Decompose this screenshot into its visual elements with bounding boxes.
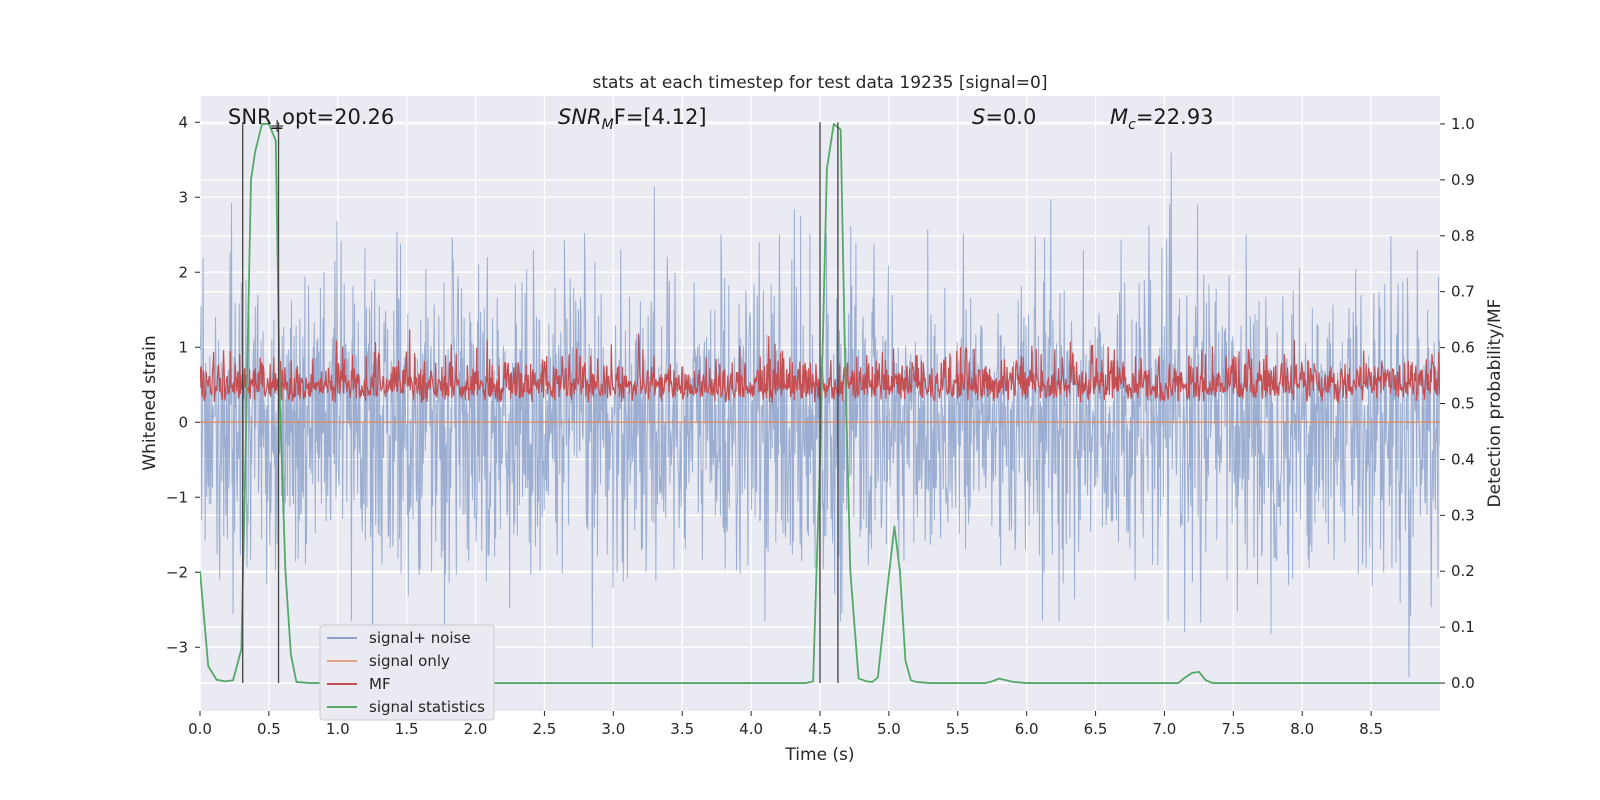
y-left-tick-label: −2	[166, 563, 188, 581]
y-right-tick-label: 0.2	[1451, 562, 1475, 580]
x-tick-label: 2.0	[464, 720, 488, 738]
y-left-tick-label: 3	[178, 188, 188, 206]
legend: signal+ noise signal only MF signal stat…	[319, 624, 495, 721]
x-tick-label: 7.0	[1153, 720, 1177, 738]
y-right-tick-label: 1.0	[1451, 115, 1475, 133]
annotation-snr-opt: SNR_opt=20.26	[228, 105, 394, 130]
y-left-tick-label: 0	[178, 413, 188, 431]
y-right-tick-label: 0.5	[1451, 395, 1475, 413]
x-tick-label: 3.5	[670, 720, 694, 738]
x-tick-label: 5.5	[946, 720, 970, 738]
y-right-tick-label: 0.7	[1451, 283, 1475, 301]
x-tick-label: 8.0	[1290, 720, 1314, 738]
x-tick-label: 1.5	[395, 720, 419, 738]
plus-marker-0	[271, 120, 284, 132]
y-right-tick-label: 0.4	[1451, 450, 1475, 468]
y-left-tick-label: 1	[178, 338, 188, 356]
y-right-tick-label: 0.3	[1451, 506, 1475, 524]
annotation-s: S=0.0	[972, 105, 1036, 129]
annotation-snr-mf: SNRMF=[4.12]	[558, 105, 707, 133]
legend-label-mf: MF	[369, 675, 391, 693]
x-tick-label: 6.5	[1084, 720, 1108, 738]
x-tick-label: 2.5	[533, 720, 557, 738]
series-signal-statistics	[200, 123, 1440, 684]
y-left-tick-label: −1	[166, 488, 188, 506]
legend-label-signal-statistics: signal statistics	[369, 698, 485, 716]
y-left-tick-label: −3	[166, 638, 188, 656]
x-tick-label: 4.5	[808, 720, 832, 738]
x-axis-label: Time (s)	[784, 745, 854, 765]
x-tick-label: 3.0	[601, 720, 625, 738]
x-tick-label: 0.0	[188, 720, 212, 738]
x-tick-label: 7.5	[1221, 720, 1245, 738]
y-right-tick-label: 0.1	[1451, 618, 1475, 636]
chart-title: stats at each timestep for test data 192…	[593, 73, 1048, 93]
y-left-axis-label: Whitened strain	[140, 335, 160, 470]
y-left-tick-label: 4	[178, 113, 188, 131]
annotation-mc: Mc=22.93	[1110, 105, 1214, 133]
x-tick-label: 8.5	[1359, 720, 1383, 738]
y-right-tick-label: 0.9	[1451, 171, 1475, 189]
x-tick-label: 4.0	[739, 720, 763, 738]
y-right-tick-label: 0.8	[1451, 227, 1475, 245]
y-right-tick-label: 0.6	[1451, 339, 1475, 357]
x-tick-label: 1.0	[326, 720, 350, 738]
y-left-tick-label: 2	[178, 263, 188, 281]
legend-box	[319, 624, 495, 721]
x-tick-label: 5.0	[877, 720, 901, 738]
x-tick-label: 0.5	[257, 720, 281, 738]
y-right-axis-label: Detection probability/MF	[1485, 299, 1505, 508]
x-tick-label: 6.0	[1015, 720, 1039, 738]
y-right-tick-label: 0.0	[1451, 674, 1475, 692]
legend-label-signal-noise: signal+ noise	[369, 629, 471, 647]
legend-label-signal-only: signal only	[369, 652, 450, 670]
